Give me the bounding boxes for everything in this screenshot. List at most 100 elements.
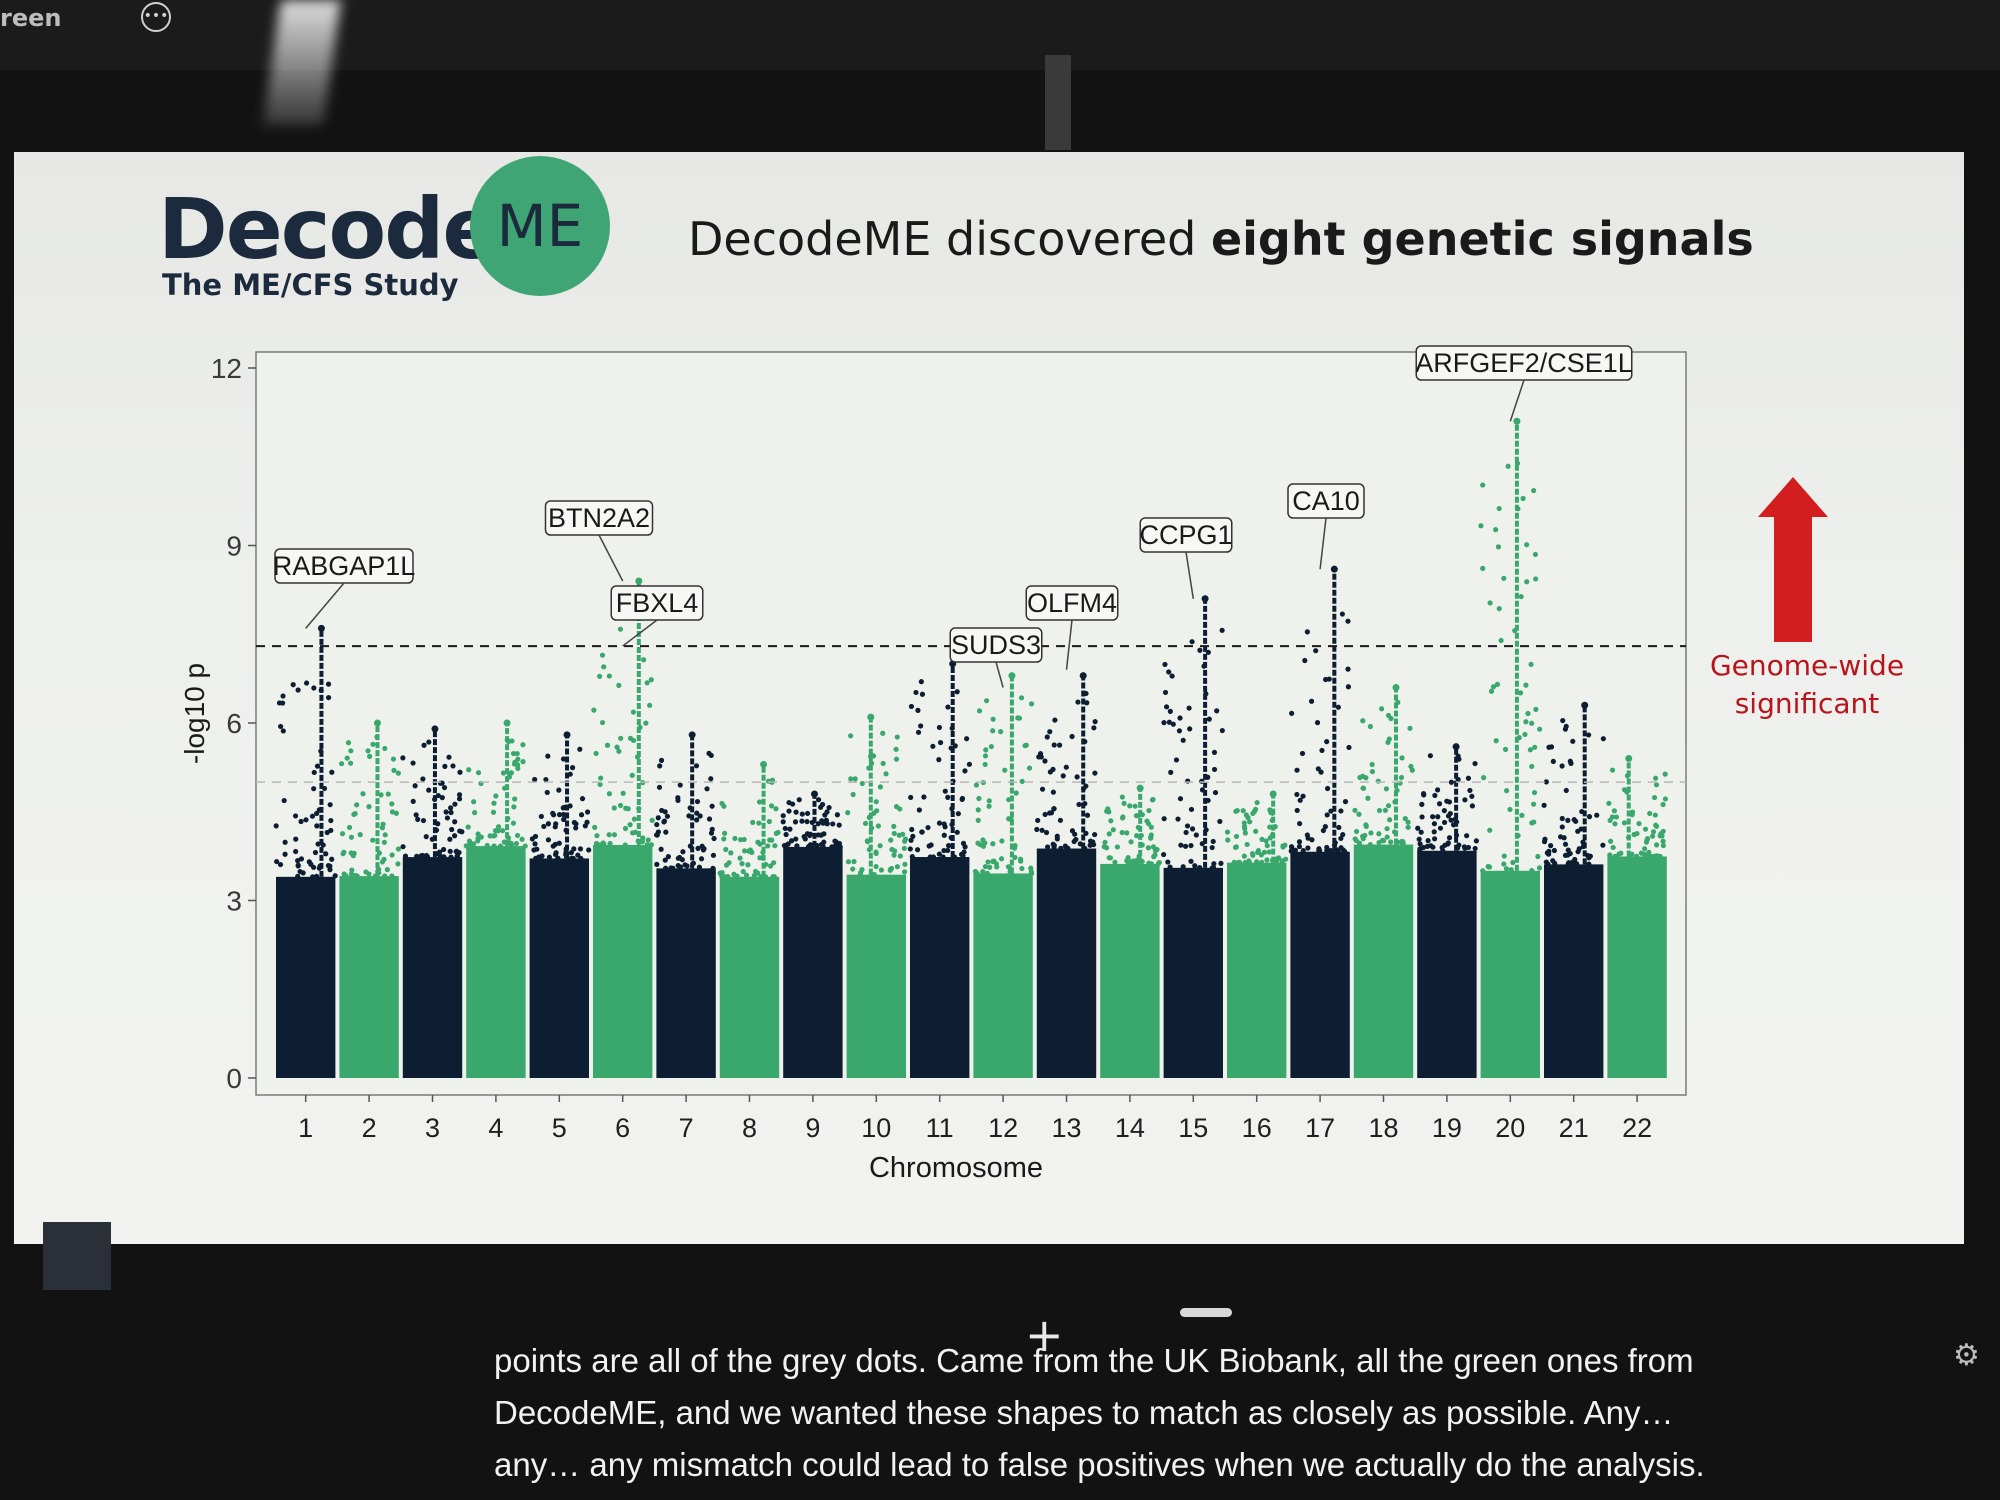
snp-point xyxy=(448,809,454,816)
snp-point xyxy=(985,859,991,865)
snp-point xyxy=(768,803,775,809)
snp-point xyxy=(877,843,883,849)
snp-point xyxy=(591,707,597,713)
snp-point xyxy=(545,821,551,827)
snp-point xyxy=(822,812,828,818)
snp-point xyxy=(1660,828,1666,834)
snp-point xyxy=(710,865,716,871)
snp-point xyxy=(1313,648,1319,654)
snp-point xyxy=(1441,819,1448,826)
snp-point xyxy=(723,862,730,868)
snp-point xyxy=(439,795,445,801)
snp-point xyxy=(478,834,484,840)
snp-point xyxy=(314,763,321,769)
snp-point xyxy=(990,728,996,734)
snp-point xyxy=(1571,817,1577,823)
snp-point xyxy=(584,819,590,825)
gene-label: OLFM4 xyxy=(1025,585,1119,670)
snp-point xyxy=(1660,838,1666,844)
snp-point xyxy=(295,873,301,879)
snp-point xyxy=(1405,819,1411,825)
chromosome-band xyxy=(910,857,970,1078)
snp-point xyxy=(475,770,482,776)
snp-point xyxy=(1650,829,1657,835)
more-options-icon[interactable]: ••• xyxy=(141,2,171,32)
chromosome-band xyxy=(402,857,463,1078)
snp-point xyxy=(1612,821,1618,827)
snp-point xyxy=(799,818,805,824)
x-tick-label: 21 xyxy=(1559,1113,1589,1143)
gear-icon[interactable]: ⚙ xyxy=(1953,1338,1980,1373)
snp-point xyxy=(1524,542,1530,548)
snp-point xyxy=(1543,779,1549,785)
snp-point xyxy=(975,807,981,813)
snp-point xyxy=(644,680,650,686)
snp-point xyxy=(1167,708,1173,715)
snp-point xyxy=(378,792,384,798)
snp-point xyxy=(348,748,354,754)
snp-point xyxy=(980,869,986,875)
snp-point xyxy=(1013,790,1019,796)
snp-point xyxy=(721,830,728,836)
snp-point xyxy=(423,852,429,859)
snp-point xyxy=(1316,846,1322,852)
snp-point xyxy=(599,652,606,658)
snp-point xyxy=(954,829,960,835)
presenter-thumbnail[interactable] xyxy=(43,1222,111,1290)
snp-point xyxy=(859,780,865,787)
snp-point xyxy=(381,856,387,862)
snp-point xyxy=(389,852,395,858)
snp-point xyxy=(1048,810,1055,816)
significance-annotation: Genome-wide significant xyxy=(1682,647,1932,723)
snp-point xyxy=(611,832,618,838)
snp-point xyxy=(719,870,725,876)
snp-point xyxy=(569,765,576,771)
gene-label-leader xyxy=(1185,551,1195,599)
annotation-line-2: significant xyxy=(1734,687,1880,720)
snp-point xyxy=(545,753,551,759)
snp-point xyxy=(1415,825,1421,831)
snp-point xyxy=(1375,778,1381,784)
snp-point xyxy=(1148,824,1154,830)
snp-point xyxy=(793,836,799,842)
snp-point xyxy=(365,748,371,754)
snp-point xyxy=(1536,865,1543,871)
snp-point xyxy=(1563,787,1569,794)
snp-point xyxy=(1572,856,1578,863)
snp-point xyxy=(1379,837,1386,843)
snp-point xyxy=(982,753,989,759)
snp-point xyxy=(370,837,376,843)
snp-point xyxy=(345,740,352,746)
snp-point xyxy=(936,757,942,763)
snp-point xyxy=(815,821,821,827)
snp-point xyxy=(515,762,521,768)
snp-point xyxy=(1398,774,1405,781)
snp-point xyxy=(1235,859,1242,866)
snp-point xyxy=(725,874,731,880)
snp-point xyxy=(804,810,811,817)
snp-point xyxy=(1528,661,1534,668)
snp-point xyxy=(1498,637,1504,644)
peak-point xyxy=(503,719,511,727)
snp-point xyxy=(1542,836,1548,842)
snp-point xyxy=(721,836,727,842)
snp-point xyxy=(1362,832,1368,839)
gene-label-text: FBXL4 xyxy=(616,588,699,618)
snp-point xyxy=(792,819,799,825)
snp-point xyxy=(1430,814,1436,820)
snp-point xyxy=(310,864,317,870)
snp-point xyxy=(1297,820,1303,827)
snp-point xyxy=(1660,842,1666,849)
caption-drag-handle[interactable] xyxy=(1180,1308,1232,1317)
snp-point xyxy=(281,797,287,804)
snp-point xyxy=(1487,600,1493,606)
snp-point xyxy=(772,843,778,849)
gene-label-text: OLFM4 xyxy=(1027,588,1117,618)
snp-point xyxy=(1369,768,1376,775)
snp-point xyxy=(1183,829,1189,836)
crosshair-cursor-icon: + xyxy=(1025,1308,1064,1362)
snp-point xyxy=(351,811,357,818)
y-tick-label: 3 xyxy=(226,886,242,917)
snp-point xyxy=(1402,816,1408,822)
snp-point xyxy=(930,743,936,749)
